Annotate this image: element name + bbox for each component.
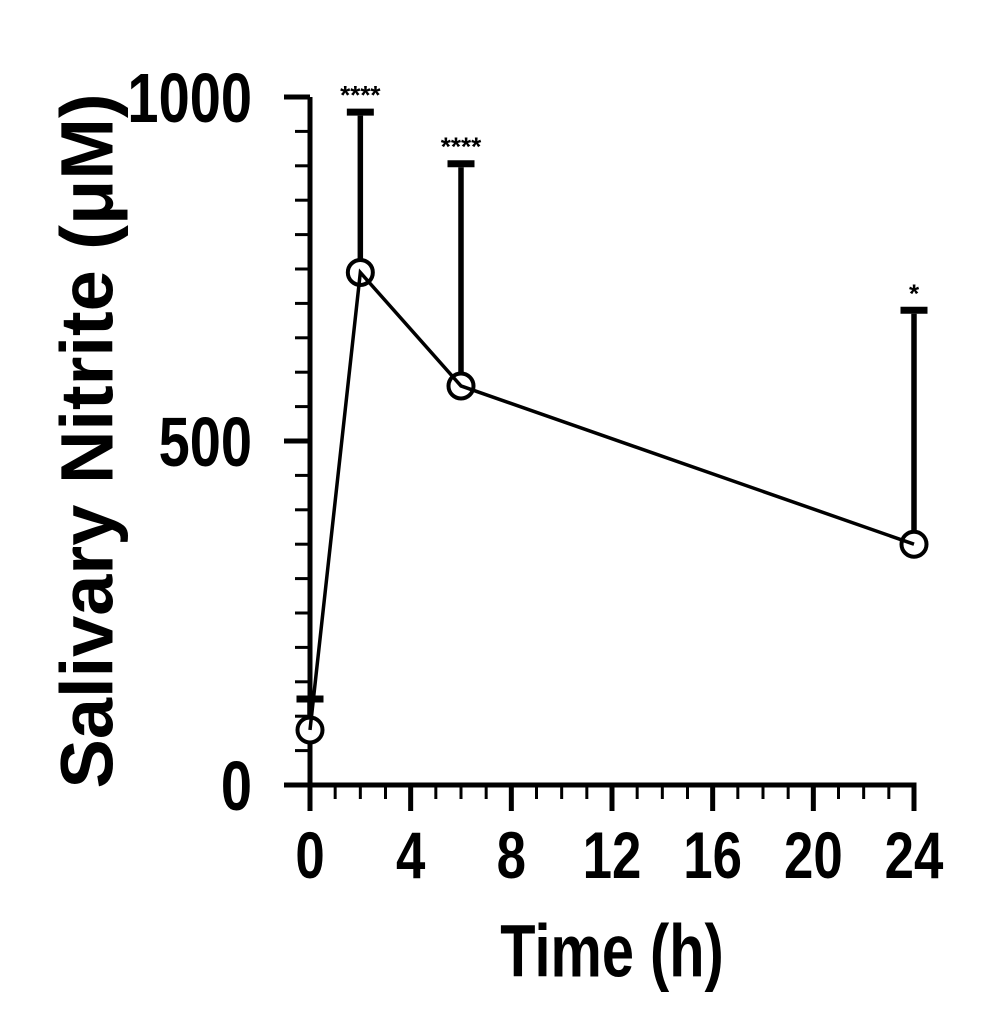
y-axis-title: Salivary Nitrite (μM) [45, 93, 129, 789]
x-tick-label: 8 [497, 818, 526, 892]
x-tick-label: 0 [295, 818, 324, 892]
x-tick-label: 16 [683, 818, 742, 892]
x-tick-label: 20 [784, 818, 843, 892]
axis-lines [307, 97, 917, 788]
x-tick-label: 24 [885, 818, 944, 892]
y-tick-label: 1000 [127, 60, 252, 137]
x-tick-label: 12 [583, 818, 642, 892]
data-line [308, 268, 915, 731]
y-tick-label: 0 [221, 748, 252, 825]
x-axis-title: Time (h) [500, 909, 724, 993]
significance-label: **** [340, 80, 381, 110]
x-tick-label: 4 [396, 818, 425, 892]
significance-label: * [909, 278, 920, 308]
y-tick-label: 500 [159, 404, 252, 481]
significance-label: **** [441, 132, 482, 162]
